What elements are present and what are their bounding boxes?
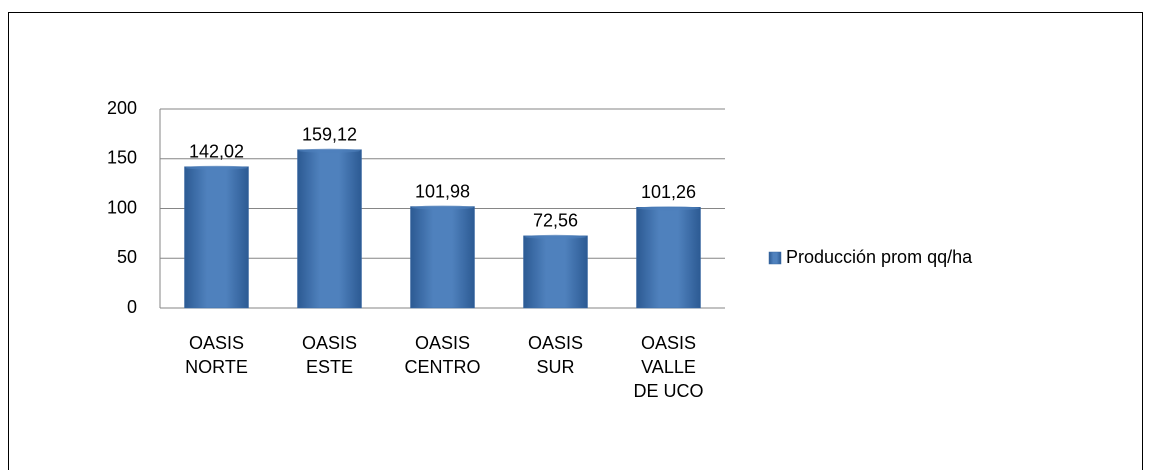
data-label: 159,12 [302,124,357,144]
x-tick-label: OASIS CENTRO [404,333,481,377]
y-tick-label: 50 [117,247,137,267]
data-label: 101,26 [641,182,696,202]
y-tick-label: 100 [107,197,137,217]
x-tick-label: OASIS VALLE DE UCO [633,333,704,401]
data-label: 72,56 [533,211,578,231]
bar [410,206,475,309]
bar-top [524,234,587,239]
x-tick-label: OASIS NORTE [185,333,248,377]
x-tick-label: OASIS SUR [527,333,584,377]
y-tick-label: 0 [127,297,137,317]
data-label: 101,98 [415,181,470,201]
bar-top [411,205,474,210]
y-tick-label: 200 [107,98,137,118]
bar-top [298,148,361,153]
data-label: 142,02 [189,141,244,161]
bar [523,235,588,309]
bar [636,206,701,309]
bar [184,166,249,309]
legend-swatch [768,251,782,265]
bar-top [637,206,700,211]
x-tick-label: OASIS ESTE [301,333,358,377]
bar-top [185,165,248,170]
legend-label: Producción prom qq/ha [786,247,973,267]
bar [297,149,362,309]
y-tick-label: 150 [107,148,137,168]
